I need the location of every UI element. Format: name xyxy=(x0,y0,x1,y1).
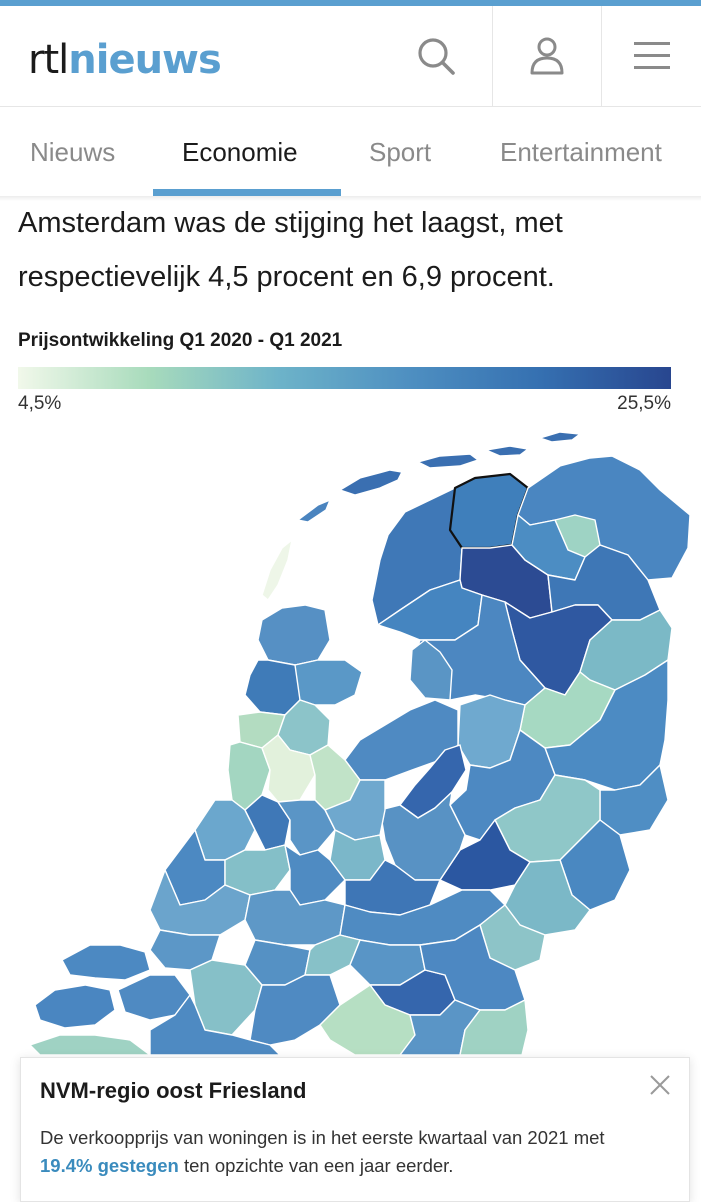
tooltip-title: NVM-regio oost Friesland xyxy=(40,1078,307,1103)
article-intro-text: Amsterdam was de stijging het laagst, me… xyxy=(18,207,563,293)
legend-min-label: 4,5% xyxy=(18,393,62,414)
choropleth-map-netherlands[interactable] xyxy=(0,425,701,1065)
map-region xyxy=(459,999,529,1056)
map-region xyxy=(61,944,151,981)
map-region xyxy=(409,639,453,701)
menu-icon xyxy=(634,42,670,69)
map-region xyxy=(544,659,669,791)
map-region xyxy=(149,994,281,1056)
map-region xyxy=(244,889,346,946)
tab-nieuws[interactable]: Nieuws xyxy=(30,137,116,167)
map-region xyxy=(277,799,336,856)
map-region xyxy=(294,659,363,706)
search-icon xyxy=(418,38,455,75)
map-region-amsterdam xyxy=(261,734,316,803)
top-accent-bar xyxy=(0,0,701,6)
tab-entertainment[interactable]: Entertainment xyxy=(500,137,662,167)
map-region xyxy=(29,1034,151,1056)
wadden-island xyxy=(339,469,403,496)
legend-max-label: 25,5% xyxy=(617,393,671,414)
map-region xyxy=(284,844,346,906)
region-tooltip: NVM-regio oost Friesland De verkoopprijs… xyxy=(20,1057,690,1202)
wadden-island xyxy=(485,445,529,457)
menu-button[interactable] xyxy=(601,6,701,106)
active-tab-indicator xyxy=(153,189,341,196)
wadden-island xyxy=(539,431,581,443)
close-icon[interactable] xyxy=(647,1072,673,1098)
account-button[interactable] xyxy=(492,6,601,106)
map-region xyxy=(149,929,221,971)
tooltip-text: De verkoopprijs van woningen is in het e… xyxy=(40,1127,605,1176)
map-region xyxy=(257,604,331,666)
map-region xyxy=(504,859,591,936)
site-header: rtlnieuws xyxy=(0,6,701,107)
wadden-island xyxy=(417,453,479,469)
map-region xyxy=(244,794,291,851)
map-region xyxy=(34,984,116,1029)
tab-sport[interactable]: Sport xyxy=(369,137,432,167)
legend-title: Prijsontwikkeling Q1 2020 - Q1 2021 xyxy=(18,330,343,351)
user-icon xyxy=(530,37,564,75)
search-button[interactable] xyxy=(382,6,490,106)
map-region xyxy=(511,514,586,581)
wadden-island xyxy=(297,499,331,523)
legend-color-scale xyxy=(18,367,671,389)
rtl-nieuws-logo[interactable]: rtlnieuws xyxy=(28,37,222,83)
nav-shadow xyxy=(0,196,701,201)
section-nav: Nieuws Economie Sport Entertainment xyxy=(0,107,701,197)
wadden-island xyxy=(261,539,293,601)
tooltip-highlight-value: 19.4% gestegen xyxy=(40,1155,179,1176)
tab-economie[interactable]: Economie xyxy=(182,137,298,167)
